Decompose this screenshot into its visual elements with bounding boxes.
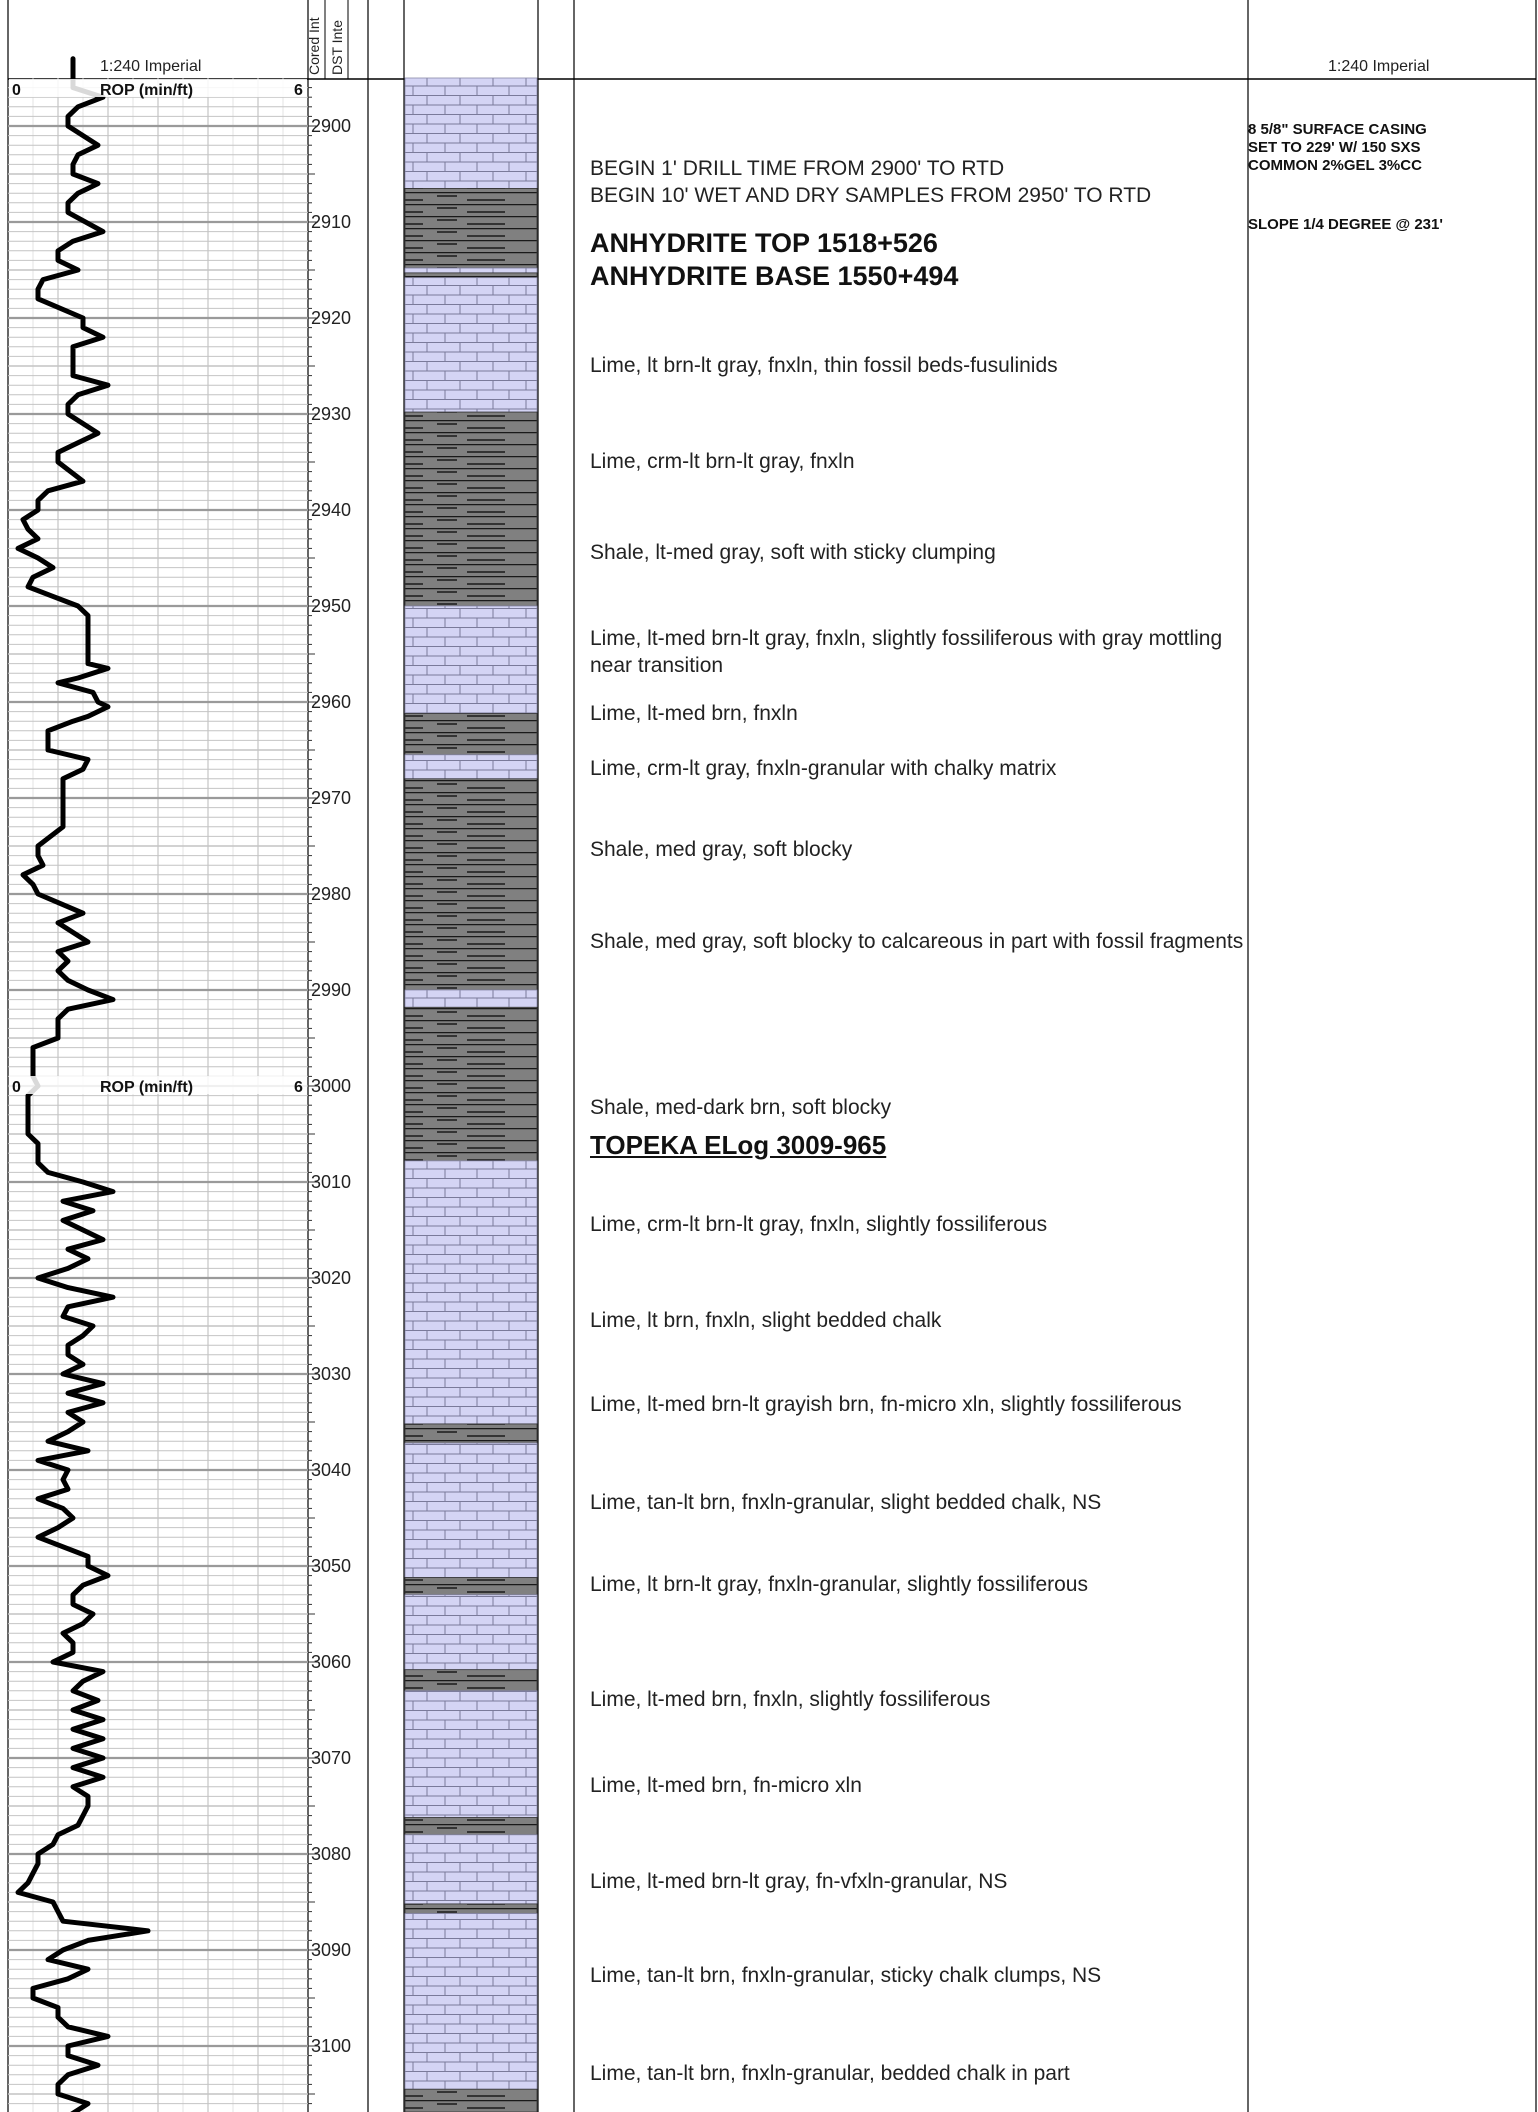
lithology-bed-lime xyxy=(404,1913,538,2090)
lithology-bed-shale xyxy=(404,778,538,991)
depth-label: 2950 xyxy=(311,596,351,616)
rop-max-label: 6 xyxy=(294,82,303,99)
track-frames: Cored Int DST Inte xyxy=(7,0,1537,2112)
lithology-description: Lime, lt-med brn, fnxln, slightly fossil… xyxy=(590,1688,991,1711)
depth-label: 3060 xyxy=(311,1652,351,1672)
lithology-bed-shale xyxy=(404,1903,538,1914)
lithology-description: Lime, lt brn-lt gray, fnxln-granular, sl… xyxy=(590,1573,1088,1596)
depth-label: 2960 xyxy=(311,692,351,712)
lithology-bed-shale xyxy=(404,411,538,607)
lithology-bed-lime xyxy=(404,1690,538,1818)
rop-grid xyxy=(8,78,308,2112)
depth-label: 3040 xyxy=(311,1460,351,1480)
rop-min-label: 0 xyxy=(12,1079,21,1096)
lithology-bed-shale xyxy=(404,1817,538,1836)
lithology-description: Lime, lt-med brn-lt grayish brn, fn-micr… xyxy=(590,1393,1182,1416)
lithology-bed-lime xyxy=(404,754,538,780)
lithology-description: Lime, lt-med brn, fn-micro xln xyxy=(590,1774,862,1797)
lithology-bed-lime xyxy=(404,1594,538,1671)
track-labels: 0 ROP (min/ft) 6 0 ROP (min/ft) 6 xyxy=(9,79,307,1096)
depth-label: 3050 xyxy=(311,1556,351,1576)
rop-min-label: 0 xyxy=(12,82,21,99)
lithology-description: Shale, med-dark brn, soft blocky xyxy=(590,1096,892,1119)
lithology-description: Shale, med gray, soft blocky to calcareo… xyxy=(590,930,1244,953)
lithology-description: Lime, tan-lt brn, fnxln-granular, bedded… xyxy=(590,2062,1070,2085)
lithology-bed-lime xyxy=(404,1160,538,1425)
depth-label: 2920 xyxy=(311,308,351,328)
formation-top: TOPEKA ELog 3009-965 xyxy=(590,1130,887,1160)
lithology-description: Lime, tan-lt brn, fnxln-granular, slight… xyxy=(590,1491,1102,1514)
lithology-bed-lime xyxy=(404,989,538,1008)
lithology-description: Lime, crm-lt brn-lt gray, fnxln, slightl… xyxy=(590,1213,1048,1236)
rop-axis-title: ROP (min/ft) xyxy=(100,82,193,99)
lithology-description: Lime, lt-med brn-lt gray, fnxln, slightl… xyxy=(590,627,1223,677)
remark-text: SLOPE 1/4 DEGREE @ 231' xyxy=(1248,216,1443,233)
depth-label: 2900 xyxy=(311,116,351,136)
depth-label: 3080 xyxy=(311,1844,351,1864)
depth-label: 3090 xyxy=(311,1940,351,1960)
rop-max-label: 6 xyxy=(294,1079,303,1096)
rop-curve-line xyxy=(15,56,151,2112)
depth-label: 3010 xyxy=(311,1172,351,1192)
depth-label: 3030 xyxy=(311,1364,351,1384)
lithology-description: Lime, tan-lt brn, fnxln-granular, sticky… xyxy=(590,1964,1102,1987)
lithology-bed-lime xyxy=(404,1834,538,1905)
lithology-bed-shale xyxy=(404,1577,538,1596)
dst-interval-label: DST Inte xyxy=(329,20,345,75)
marker-header: ANHYDRITE TOP 1518+526 ANHYDRITE BASE 15… xyxy=(590,228,959,291)
lithology-bed-shale xyxy=(404,1006,538,1162)
depth-track: 2900 2910 2920 2930 2940 2950 2960 2970 2980 2990… xyxy=(308,87,351,2105)
lithology-bed-shale xyxy=(404,713,538,756)
lithology-description: Lime, lt brn-lt gray, fnxln, thin fossil… xyxy=(590,354,1058,377)
rop-header-bg xyxy=(9,79,307,97)
rop-header-bg xyxy=(9,1076,307,1094)
lithology-description: Lime, lt-med brn-lt gray, fn-vfxln-granu… xyxy=(590,1870,1008,1893)
lithology-bed-lime xyxy=(404,267,538,274)
depth-label: 3100 xyxy=(311,2036,351,2056)
lithology-column xyxy=(404,77,538,2112)
lithology-description: Shale, lt-med gray, soft with sticky clu… xyxy=(590,541,996,564)
lithology-bed-shale xyxy=(404,2088,538,2112)
lithology-description: Lime, lt-med brn, fnxln xyxy=(590,702,798,725)
sampling-note: BEGIN 1' DRILL TIME FROM 2900' TO RTD BE… xyxy=(590,157,1152,207)
depth-label: 2970 xyxy=(311,788,351,808)
lithology-bed-lime xyxy=(404,1442,538,1578)
lithology-bed-shale xyxy=(404,1669,538,1692)
lithology-bed-lime xyxy=(404,277,538,413)
lithology-bed-shale xyxy=(404,272,538,279)
lithology-description: Lime, crm-lt brn-lt gray, fnxln xyxy=(590,450,855,473)
lithology-description: Lime, crm-lt gray, fnxln-granular with c… xyxy=(590,757,1057,780)
depth-label: 3000 xyxy=(311,1076,351,1096)
depth-label: 2980 xyxy=(311,884,351,904)
lithology-bed-lime xyxy=(404,77,538,189)
depth-label: 2910 xyxy=(311,212,351,232)
depth-label: 3070 xyxy=(311,1748,351,1768)
depth-label: 2940 xyxy=(311,500,351,520)
lithology-bed-lime xyxy=(404,605,538,714)
lithology-bed-shale xyxy=(404,187,538,269)
lithology-description: Lime, lt brn, fnxln, slight bedded chalk xyxy=(590,1309,942,1332)
depth-label: 3020 xyxy=(311,1268,351,1288)
rop-curve xyxy=(15,56,151,2112)
cored-interval-label: Cored Int xyxy=(306,17,322,75)
scale-label-left: 1:240 Imperial xyxy=(100,58,202,75)
lithology-bed-shale xyxy=(404,1423,538,1444)
lithology-description: Shale, med gray, soft blocky xyxy=(590,838,853,861)
depth-label: 2930 xyxy=(311,404,351,424)
rop-axis-title: ROP (min/ft) xyxy=(100,1079,193,1096)
scale-label-right: 1:240 Imperial xyxy=(1328,58,1430,75)
remark-text: 8 5/8" SURFACE CASING SET TO 229' W/ 150… xyxy=(1248,121,1427,174)
depth-label: 2990 xyxy=(311,980,351,1000)
